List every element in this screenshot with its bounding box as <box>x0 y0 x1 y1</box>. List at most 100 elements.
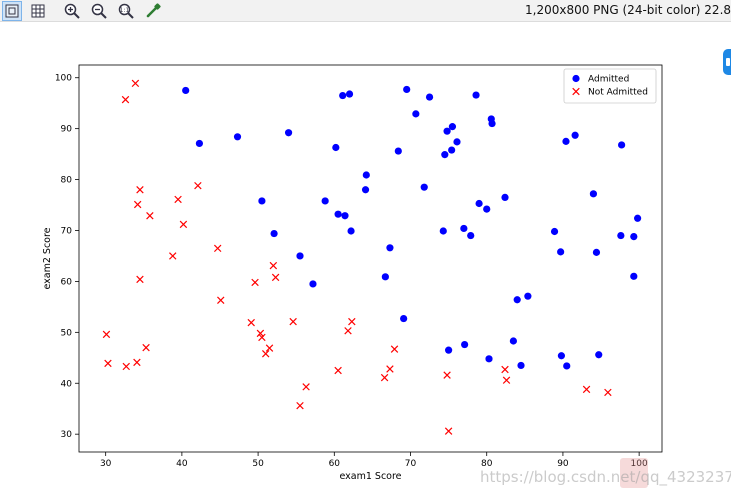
zoom-actual-button[interactable]: 1:1 <box>116 1 136 21</box>
x-tick-label: 50 <box>252 459 264 469</box>
y-tick-label: 50 <box>61 328 73 338</box>
not-admitted-point <box>169 252 177 260</box>
y-tick-label: 30 <box>61 430 73 440</box>
admitted-point <box>403 85 411 94</box>
not-admitted-point <box>256 329 265 338</box>
image-canvas: 30 40 50 60 70 80 90 100 30 40 50 60 70 80 90 100 exam1… <box>0 22 731 496</box>
admitted-point <box>475 199 483 208</box>
admitted-point <box>617 231 625 240</box>
admitted-point <box>334 210 342 218</box>
x-axis-label: exam1 Score <box>339 471 401 482</box>
zoom-in-icon <box>64 3 80 19</box>
admitted-point <box>425 93 434 101</box>
admitted-point <box>441 151 449 159</box>
admitted-point <box>412 110 420 118</box>
not-admitted-point <box>133 358 141 367</box>
not-admitted-point <box>302 383 310 391</box>
y-axis-label: exam2 Score <box>42 227 53 289</box>
admitted-point <box>345 90 354 98</box>
not-admitted-point <box>194 181 202 190</box>
admitted-point <box>439 227 447 235</box>
admitted-point <box>513 296 521 304</box>
zoom-out-button[interactable] <box>89 1 109 21</box>
not-admitted-point <box>344 327 352 335</box>
admitted-point <box>467 231 475 240</box>
admitted-point <box>461 340 469 349</box>
not-admitted-point <box>296 401 304 410</box>
legend-box <box>563 68 657 104</box>
not-admitted-point <box>121 95 130 104</box>
not-admitted-point <box>348 317 356 326</box>
admitted-point <box>630 233 638 241</box>
legend-label: Admitted <box>588 75 629 85</box>
admitted-point <box>550 227 559 236</box>
admitted-point <box>557 248 565 256</box>
admitted-point <box>485 355 493 363</box>
x-tick-label: 60 <box>329 459 341 469</box>
admitted-point <box>394 147 402 155</box>
not-admitted-point <box>146 212 154 220</box>
fit-window-button[interactable] <box>2 1 22 21</box>
admitted-point <box>332 143 340 152</box>
admitted-point <box>386 244 394 252</box>
admitted-point <box>562 137 570 145</box>
zoom-in-button[interactable] <box>62 1 82 21</box>
not-admitted-point <box>104 359 112 368</box>
not-admitted-point <box>265 344 274 352</box>
eyedropper-button[interactable] <box>143 1 163 21</box>
legend-admitted-marker <box>572 74 580 83</box>
not-admitted-point <box>386 365 394 373</box>
grid-icon <box>31 4 45 18</box>
admitted-point <box>362 171 370 179</box>
admitted-point <box>195 139 204 148</box>
admitted-point <box>321 197 329 205</box>
y-tick-label: 60 <box>61 277 73 287</box>
not-admitted-point <box>251 278 259 287</box>
svg-text:1:1: 1:1 <box>120 7 130 14</box>
admitted-point <box>472 91 480 99</box>
not-admitted-point <box>390 345 399 353</box>
not-admitted-point <box>258 333 266 342</box>
not-admitted-point <box>122 362 130 371</box>
y-tick-label: 100 <box>55 74 72 84</box>
y-tick-label: 80 <box>61 176 73 186</box>
grid-button[interactable] <box>28 1 48 21</box>
admitted-point <box>258 197 266 205</box>
admitted-point <box>595 351 603 359</box>
scatter-chart: 30 40 50 60 70 80 90 100 30 40 50 60 70 80 90 100 exam1… <box>42 64 663 482</box>
admitted-point <box>182 86 190 95</box>
not-admitted-point <box>136 275 144 284</box>
legend: Admitted Not Admitted <box>563 68 657 104</box>
admitted-point <box>361 186 370 194</box>
admitted-point <box>341 212 349 220</box>
x-tick-label: 40 <box>176 459 188 469</box>
admitted-point <box>460 224 468 233</box>
admitted-point <box>592 248 601 256</box>
x-tick-label: 90 <box>557 459 569 469</box>
admitted-point <box>618 141 626 149</box>
not-admitted-point <box>271 273 280 282</box>
admitted-point <box>483 205 491 213</box>
eyedropper-icon <box>146 3 161 18</box>
not-admitted-point <box>582 385 591 394</box>
admitted-point <box>571 131 579 139</box>
not-admitted-point <box>261 349 270 358</box>
side-panel-tab[interactable] <box>723 49 731 75</box>
admitted-point <box>296 252 304 260</box>
admitted-point <box>309 280 317 288</box>
y-tick-label: 70 <box>61 226 73 236</box>
admitted-point <box>400 314 408 323</box>
admitted-point <box>517 361 525 370</box>
admitted-point <box>453 138 461 146</box>
watermark-logo <box>620 458 648 488</box>
x-tick-label: 100 <box>631 459 648 469</box>
x-tick-label: 70 <box>405 459 417 469</box>
admitted-point <box>420 183 428 191</box>
admitted-point <box>448 146 456 154</box>
admitted-point <box>233 133 242 141</box>
not-admitted-point <box>501 365 509 374</box>
zoom-actual-icon: 1:1 <box>118 3 134 19</box>
image-info-status: 1,200x800 PNG (24-bit color) 22.83K <box>525 3 731 17</box>
zoom-out-icon <box>91 3 107 19</box>
admitted-point <box>270 229 278 238</box>
